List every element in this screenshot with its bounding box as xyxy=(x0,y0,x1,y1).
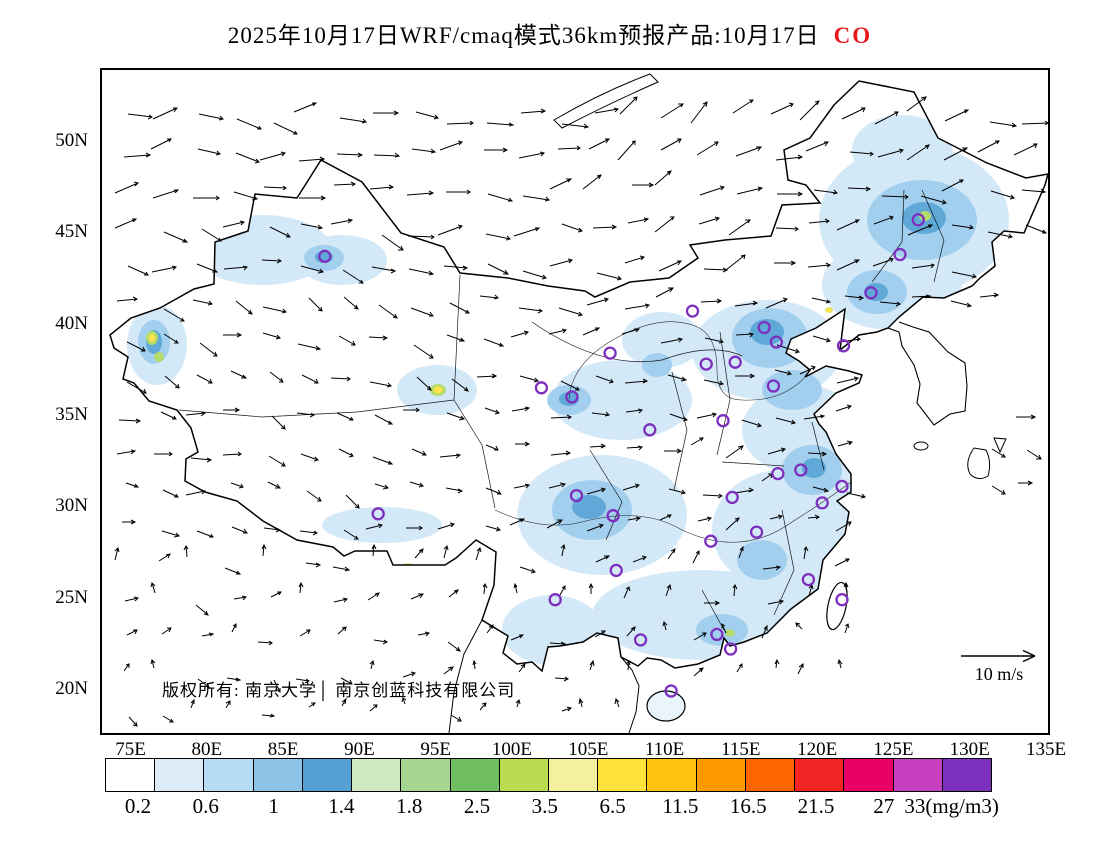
station-marker xyxy=(704,534,718,548)
station-marker xyxy=(801,572,816,587)
co-concentration-shading xyxy=(127,115,1009,665)
china-border-outline xyxy=(109,80,1048,673)
colorbar-tick-label: 1 xyxy=(268,794,279,818)
station-marker xyxy=(643,423,657,437)
station-marker xyxy=(766,379,781,393)
lat-tick-label: 35N xyxy=(55,404,88,426)
colorbar-tick-label: 3.5 xyxy=(531,794,558,818)
colorbar-tick-label: 6.5 xyxy=(599,794,626,818)
station-marker xyxy=(771,466,785,481)
title-text: 2025年10月17日WRF/cmaq模式36km预报产品:10月17日 xyxy=(227,23,820,48)
lat-tick-label: 20N xyxy=(55,677,88,699)
station-marker xyxy=(710,627,724,642)
station-marker xyxy=(699,357,713,371)
lat-tick-label: 25N xyxy=(55,586,88,608)
colorbar-tick-label: 0.6 xyxy=(192,794,219,818)
wind-scale-legend: 10 m/s xyxy=(954,648,1044,685)
colorbar-swatch xyxy=(696,759,746,791)
station-marker xyxy=(548,593,562,607)
station-marker xyxy=(606,509,620,523)
lat-tick-label: 45N xyxy=(55,221,88,243)
colorbar-tick-label: 33(mg/m3) xyxy=(904,794,999,818)
station-marker xyxy=(893,247,907,262)
station-marker xyxy=(911,213,925,227)
colorbar-tick-label: 0.2 xyxy=(124,794,152,818)
station-marker xyxy=(769,335,784,349)
wind-vector-arrows xyxy=(114,96,1048,727)
station-marker xyxy=(716,414,730,428)
rivers-layer xyxy=(494,321,852,543)
wind-scale-arrow-icon xyxy=(961,649,1036,663)
colorbar-tick-label: 27 xyxy=(873,794,895,818)
station-marker xyxy=(836,339,851,353)
wind-scale-label: 10 m/s xyxy=(974,664,1024,684)
jeju-island xyxy=(913,441,929,451)
station-marker xyxy=(725,490,739,505)
colorbar-labels: 0.2 0.6 1 1.4 1.8 2.5 3.5 6.5 11.5 16.5 21.5 27 33(m… xyxy=(0,794,1100,822)
lat-tick-label: 30N xyxy=(55,495,88,517)
station-marker xyxy=(603,346,617,360)
colorbar-swatch xyxy=(548,759,599,791)
colorbar-tick-label: 1.8 xyxy=(396,794,423,818)
colorbar-swatch xyxy=(844,759,894,791)
colorbar-swatch xyxy=(155,759,205,791)
colorbar-swatch xyxy=(253,759,303,791)
station-marker xyxy=(685,304,700,318)
lon-tick-label: 135E xyxy=(1025,739,1067,760)
station-marker xyxy=(864,286,878,300)
lat-tick-label: 50N xyxy=(55,130,88,152)
colorbar-tick-label: 16.5 xyxy=(729,794,767,818)
station-marker xyxy=(835,479,849,494)
station-marker xyxy=(565,390,579,404)
lat-tick-label: 40N xyxy=(55,312,88,334)
colorbar-swatch xyxy=(106,759,156,791)
station-marker xyxy=(318,249,332,263)
station-marker xyxy=(569,488,584,503)
station-marker xyxy=(757,320,771,335)
station-marker xyxy=(815,496,829,510)
station-marker xyxy=(371,507,385,521)
map-plot-area: 版权所有: 南京大学│ 南京创蓝科技有限公司 10 m/s xyxy=(100,68,1050,735)
colorbar-swatch xyxy=(352,759,402,791)
colorbar-swatch xyxy=(745,759,796,791)
station-marker xyxy=(723,642,738,656)
colorbar-swatch xyxy=(647,759,697,791)
colorbar-swatch xyxy=(401,759,451,791)
figure-title: 2025年10月17日WRF/cmaq模式36km预报产品:10月17日 CO xyxy=(0,16,1100,50)
colorbar-swatch xyxy=(204,759,254,791)
kyushu-coastline xyxy=(967,437,1007,480)
colorbar-tick-label: 11.5 xyxy=(662,794,699,818)
map-canvas xyxy=(109,73,1048,733)
wind-vectors-layer xyxy=(114,96,1048,727)
station-marker xyxy=(534,381,549,395)
station-markers-layer xyxy=(318,213,925,698)
station-marker xyxy=(794,463,808,477)
lake-baikal-outline xyxy=(553,73,659,129)
colorbar-swatch xyxy=(942,759,991,791)
colorbar-swatch xyxy=(598,759,648,791)
hainan-island xyxy=(646,690,686,722)
colorbar-swatch xyxy=(499,759,549,791)
colorbar-tick-label: 1.4 xyxy=(328,794,355,818)
korea-coastline xyxy=(887,321,968,426)
title-species-label: CO xyxy=(833,23,873,48)
colorbar-swatch xyxy=(795,759,845,791)
station-marker xyxy=(633,633,648,647)
colorbar-swatch xyxy=(302,759,353,791)
station-marker xyxy=(609,563,623,578)
copyright-text: 版权所有: 南京大学│ 南京创蓝科技有限公司 xyxy=(162,681,516,700)
colorbar-swatch xyxy=(450,759,500,791)
station-marker xyxy=(664,684,678,698)
station-marker xyxy=(728,355,742,369)
colorbar-tick-label: 21.5 xyxy=(797,794,835,818)
station-marker xyxy=(835,593,849,607)
station-marker xyxy=(749,525,764,539)
colorbar-tick-label: 2.5 xyxy=(463,794,491,818)
colorbar xyxy=(105,758,992,792)
colorbar-swatch xyxy=(893,759,943,791)
